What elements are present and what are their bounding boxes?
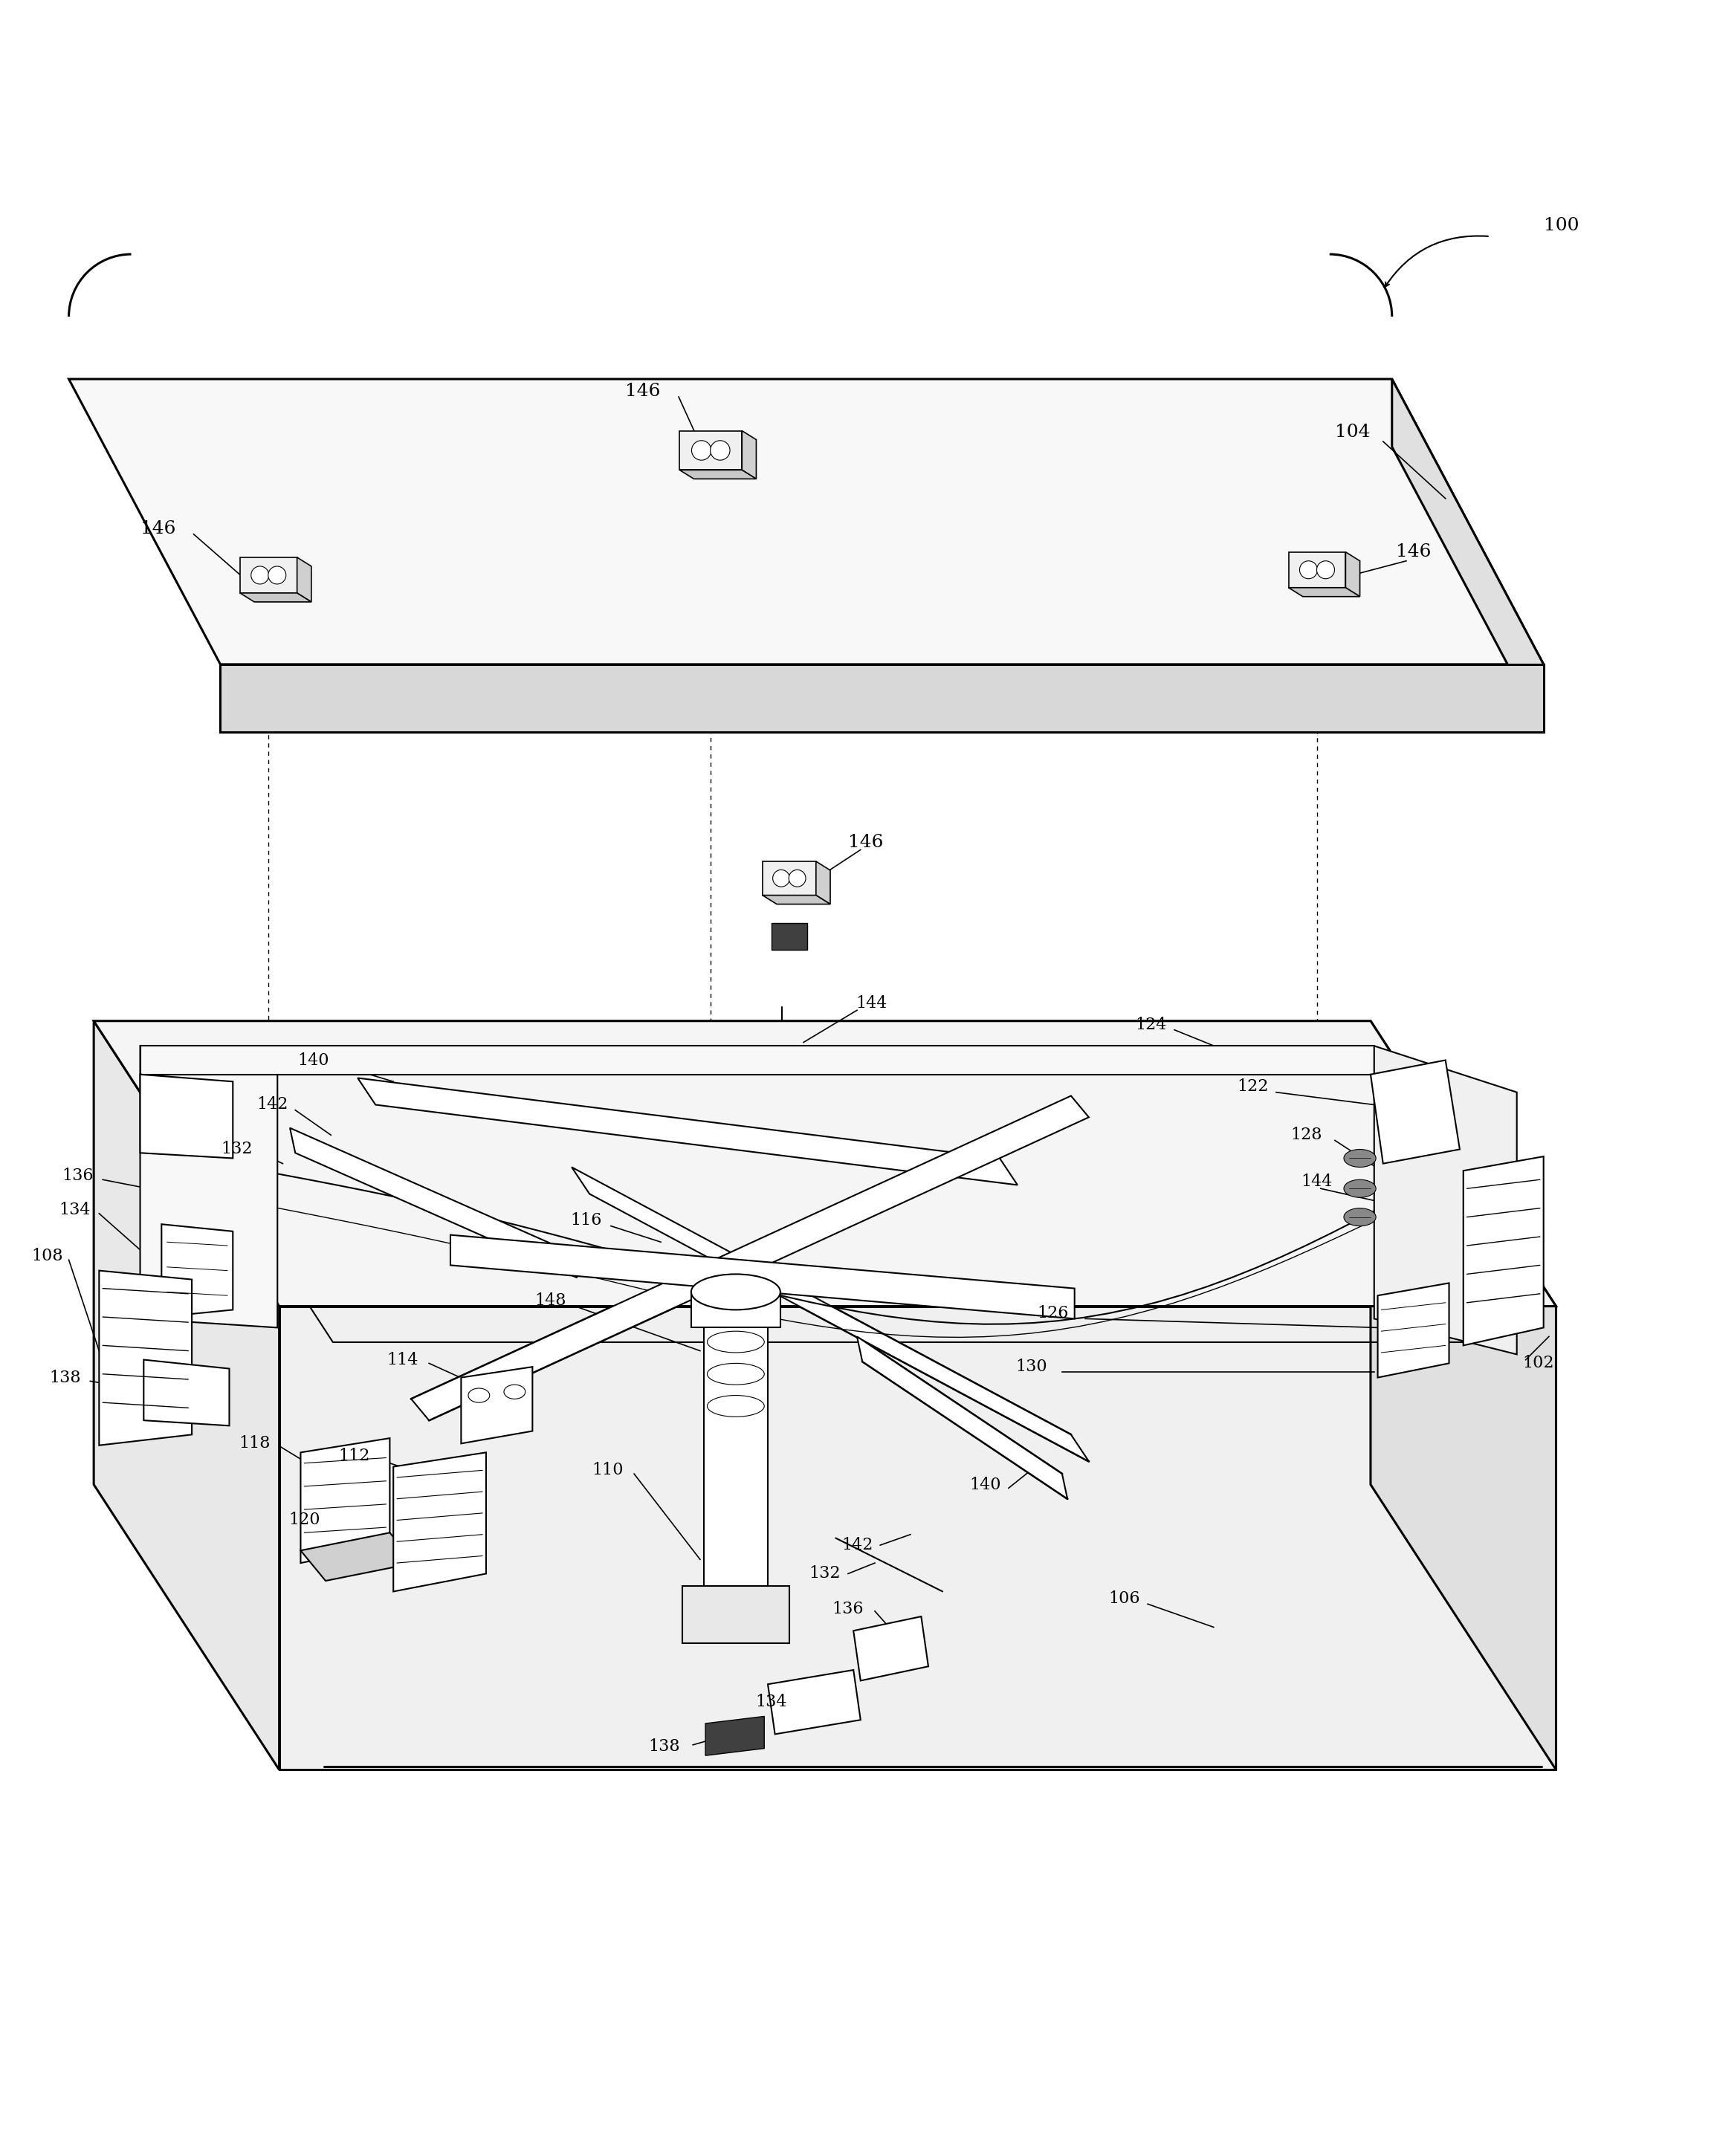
Text: 142: 142 bbox=[842, 1537, 872, 1552]
Polygon shape bbox=[857, 1337, 1068, 1498]
Polygon shape bbox=[221, 664, 1544, 733]
Polygon shape bbox=[1371, 1061, 1460, 1164]
Text: 130: 130 bbox=[1016, 1358, 1047, 1376]
Polygon shape bbox=[742, 431, 756, 479]
Text: 124: 124 bbox=[1135, 1015, 1167, 1033]
Polygon shape bbox=[1392, 379, 1544, 733]
Polygon shape bbox=[358, 1078, 1018, 1186]
Polygon shape bbox=[240, 558, 297, 593]
Ellipse shape bbox=[267, 567, 286, 584]
Text: 144: 144 bbox=[855, 994, 888, 1011]
Ellipse shape bbox=[710, 440, 730, 459]
Text: 118: 118 bbox=[238, 1436, 271, 1451]
Text: 146: 146 bbox=[1395, 543, 1431, 561]
Text: 100: 100 bbox=[1544, 218, 1579, 235]
Text: 140: 140 bbox=[970, 1477, 1001, 1492]
Text: 104: 104 bbox=[1335, 425, 1371, 442]
Ellipse shape bbox=[1344, 1149, 1376, 1166]
Text: 128: 128 bbox=[1291, 1128, 1321, 1143]
Polygon shape bbox=[1375, 1046, 1517, 1354]
Text: 146: 146 bbox=[848, 834, 884, 852]
Ellipse shape bbox=[1316, 561, 1335, 578]
Ellipse shape bbox=[692, 440, 711, 459]
Text: 134: 134 bbox=[58, 1201, 91, 1218]
Polygon shape bbox=[1345, 552, 1359, 597]
Text: 116: 116 bbox=[571, 1212, 602, 1229]
Polygon shape bbox=[763, 862, 816, 895]
Polygon shape bbox=[279, 1307, 1556, 1770]
Polygon shape bbox=[300, 1533, 415, 1580]
Ellipse shape bbox=[773, 869, 790, 886]
Text: 148: 148 bbox=[535, 1294, 566, 1309]
Text: 140: 140 bbox=[297, 1052, 329, 1069]
Polygon shape bbox=[691, 1291, 780, 1328]
Text: 122: 122 bbox=[1238, 1078, 1268, 1095]
Text: 110: 110 bbox=[591, 1462, 624, 1479]
Polygon shape bbox=[768, 1671, 860, 1733]
Polygon shape bbox=[1371, 1022, 1556, 1770]
Ellipse shape bbox=[1344, 1207, 1376, 1227]
Polygon shape bbox=[1289, 589, 1359, 597]
Polygon shape bbox=[99, 1270, 192, 1445]
Text: 146: 146 bbox=[626, 384, 660, 401]
Text: 138: 138 bbox=[648, 1738, 680, 1755]
Polygon shape bbox=[290, 1128, 578, 1279]
Polygon shape bbox=[679, 431, 742, 470]
Ellipse shape bbox=[1299, 561, 1318, 578]
Polygon shape bbox=[141, 1074, 233, 1158]
Polygon shape bbox=[69, 379, 1544, 664]
Text: 136: 136 bbox=[62, 1169, 94, 1184]
Polygon shape bbox=[1464, 1156, 1544, 1345]
Polygon shape bbox=[451, 1235, 1075, 1319]
Polygon shape bbox=[704, 1307, 768, 1604]
Text: 108: 108 bbox=[33, 1248, 63, 1263]
Polygon shape bbox=[461, 1367, 533, 1445]
Polygon shape bbox=[682, 1587, 788, 1643]
Text: 120: 120 bbox=[288, 1511, 321, 1529]
Polygon shape bbox=[572, 1166, 1088, 1462]
Ellipse shape bbox=[788, 869, 806, 886]
Text: 132: 132 bbox=[221, 1141, 252, 1158]
Ellipse shape bbox=[468, 1388, 490, 1404]
Text: 138: 138 bbox=[50, 1369, 81, 1386]
Polygon shape bbox=[141, 1046, 1375, 1074]
Polygon shape bbox=[1378, 1283, 1448, 1378]
Polygon shape bbox=[1289, 552, 1345, 589]
Polygon shape bbox=[393, 1453, 487, 1591]
Polygon shape bbox=[94, 1022, 1556, 1307]
Text: 112: 112 bbox=[338, 1449, 370, 1464]
Polygon shape bbox=[141, 1046, 278, 1328]
Text: 136: 136 bbox=[833, 1602, 864, 1617]
Polygon shape bbox=[297, 558, 312, 602]
Polygon shape bbox=[816, 862, 830, 903]
Ellipse shape bbox=[250, 567, 269, 584]
Polygon shape bbox=[144, 1360, 230, 1425]
Polygon shape bbox=[763, 895, 830, 903]
Polygon shape bbox=[854, 1617, 929, 1682]
Polygon shape bbox=[240, 593, 312, 602]
Polygon shape bbox=[679, 470, 756, 479]
Polygon shape bbox=[161, 1225, 233, 1317]
Polygon shape bbox=[300, 1438, 389, 1563]
Text: 146: 146 bbox=[141, 520, 175, 537]
Text: 142: 142 bbox=[257, 1097, 288, 1112]
Polygon shape bbox=[94, 1022, 279, 1770]
Polygon shape bbox=[771, 923, 807, 949]
Text: 132: 132 bbox=[809, 1565, 840, 1583]
Ellipse shape bbox=[691, 1274, 780, 1311]
Text: 126: 126 bbox=[1037, 1304, 1070, 1322]
Text: 144: 144 bbox=[1301, 1173, 1333, 1190]
Ellipse shape bbox=[504, 1384, 524, 1399]
Text: 102: 102 bbox=[1522, 1356, 1555, 1371]
Text: 134: 134 bbox=[756, 1695, 787, 1710]
Text: 114: 114 bbox=[387, 1352, 418, 1367]
Polygon shape bbox=[411, 1095, 1088, 1421]
Polygon shape bbox=[706, 1716, 764, 1755]
Ellipse shape bbox=[1344, 1179, 1376, 1197]
Text: 106: 106 bbox=[1109, 1591, 1140, 1606]
